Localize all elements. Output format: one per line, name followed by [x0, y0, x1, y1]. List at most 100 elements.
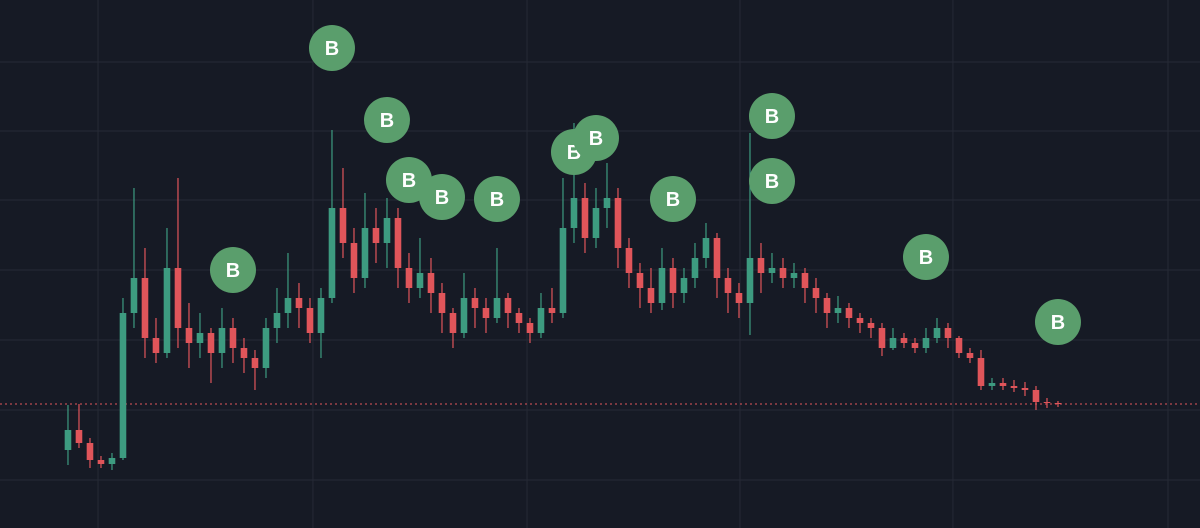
candle-body [339, 208, 347, 243]
candle-body [108, 458, 116, 464]
candle-body [581, 198, 589, 238]
candle-body [405, 268, 413, 288]
candle-body [713, 238, 721, 278]
buy-marker [1034, 299, 1081, 345]
buy-marker-label: B [435, 187, 449, 209]
buy-marker [572, 115, 619, 161]
candle-body [119, 313, 127, 458]
candle-body [669, 268, 677, 293]
buy-marker-label: B [765, 171, 779, 193]
candle-body [295, 298, 303, 308]
candle-body [746, 258, 754, 303]
candle-body [625, 248, 633, 273]
candle-body [823, 298, 831, 313]
candle-body [240, 348, 248, 358]
candle-body [262, 328, 270, 368]
candle-body [867, 323, 875, 328]
buy-marker [308, 25, 355, 71]
candle-body [152, 338, 160, 353]
candle-body [812, 288, 820, 298]
candle-body [977, 358, 985, 386]
candle-body [361, 228, 369, 278]
buy-marker-label: B [919, 247, 933, 269]
candle-body [196, 333, 204, 343]
candle-body [966, 353, 974, 358]
candle-body [141, 278, 149, 338]
buy-marker-label: B [226, 260, 240, 282]
candle-body [845, 308, 853, 318]
candle-body [603, 198, 611, 208]
candle-body [856, 318, 864, 323]
candle-body [328, 208, 336, 298]
candle-body [493, 298, 501, 318]
candle-body [922, 338, 930, 348]
candle-body [559, 228, 567, 313]
candle-body [75, 430, 83, 443]
buy-marker [748, 93, 795, 139]
candle-body [1010, 386, 1018, 388]
candle-body [383, 218, 391, 243]
candle-body [427, 273, 435, 293]
candle-body [691, 258, 699, 278]
candle-body [988, 383, 996, 386]
buy-marker-label: B [589, 128, 603, 150]
buy-marker [473, 176, 520, 222]
candle-body [130, 278, 138, 313]
candle-body [526, 323, 534, 333]
candle-body [504, 298, 512, 313]
candle-body [647, 288, 655, 303]
buy-marker-label: B [666, 189, 680, 211]
candle-body [438, 293, 446, 313]
candle-body [416, 273, 424, 288]
buy-marker [902, 234, 949, 280]
buy-marker [363, 97, 410, 143]
candle-body [757, 258, 765, 273]
candle-body [944, 328, 952, 338]
candle-body [174, 268, 182, 328]
candle-body [900, 338, 908, 343]
candle-body [449, 313, 457, 333]
candle-body [999, 383, 1007, 386]
candle-body [702, 238, 710, 258]
candle-body [64, 430, 72, 450]
candle-body [86, 443, 94, 460]
buy-marker-label: B [325, 38, 339, 60]
candle-body [273, 313, 281, 328]
candle-body [724, 278, 732, 293]
candle-body [889, 338, 897, 348]
candle-body [768, 268, 776, 273]
candle-body [1043, 402, 1051, 403]
buy-marker-label: B [1051, 312, 1065, 334]
candle-body [636, 273, 644, 288]
candle-body [1021, 388, 1029, 390]
buy-marker-label: B [490, 189, 504, 211]
candle-body [614, 198, 622, 248]
candle-body [482, 308, 490, 318]
candle-body [185, 328, 193, 343]
candle-body [163, 268, 171, 353]
buy-marker [418, 174, 465, 220]
candle-body [515, 313, 523, 323]
candle-body [911, 343, 919, 348]
candle-body [251, 358, 259, 368]
candle-body [548, 308, 556, 313]
candle-body [680, 278, 688, 293]
buy-marker [748, 158, 795, 204]
buy-marker [209, 247, 256, 293]
candle-body [834, 308, 842, 313]
buy-marker-label: B [380, 110, 394, 132]
candle-body [350, 243, 358, 278]
candle-body [1032, 390, 1040, 402]
buy-marker-label: B [765, 106, 779, 128]
candle-body [592, 208, 600, 238]
buy-marker-label: B [402, 170, 416, 192]
candle-body [218, 328, 226, 353]
candle-body [878, 328, 886, 348]
candle-body [372, 228, 380, 243]
candle-body [207, 333, 215, 353]
candle-body [537, 308, 545, 333]
candle-body [801, 273, 809, 288]
candle-body [735, 293, 743, 303]
candle-body [471, 298, 479, 308]
